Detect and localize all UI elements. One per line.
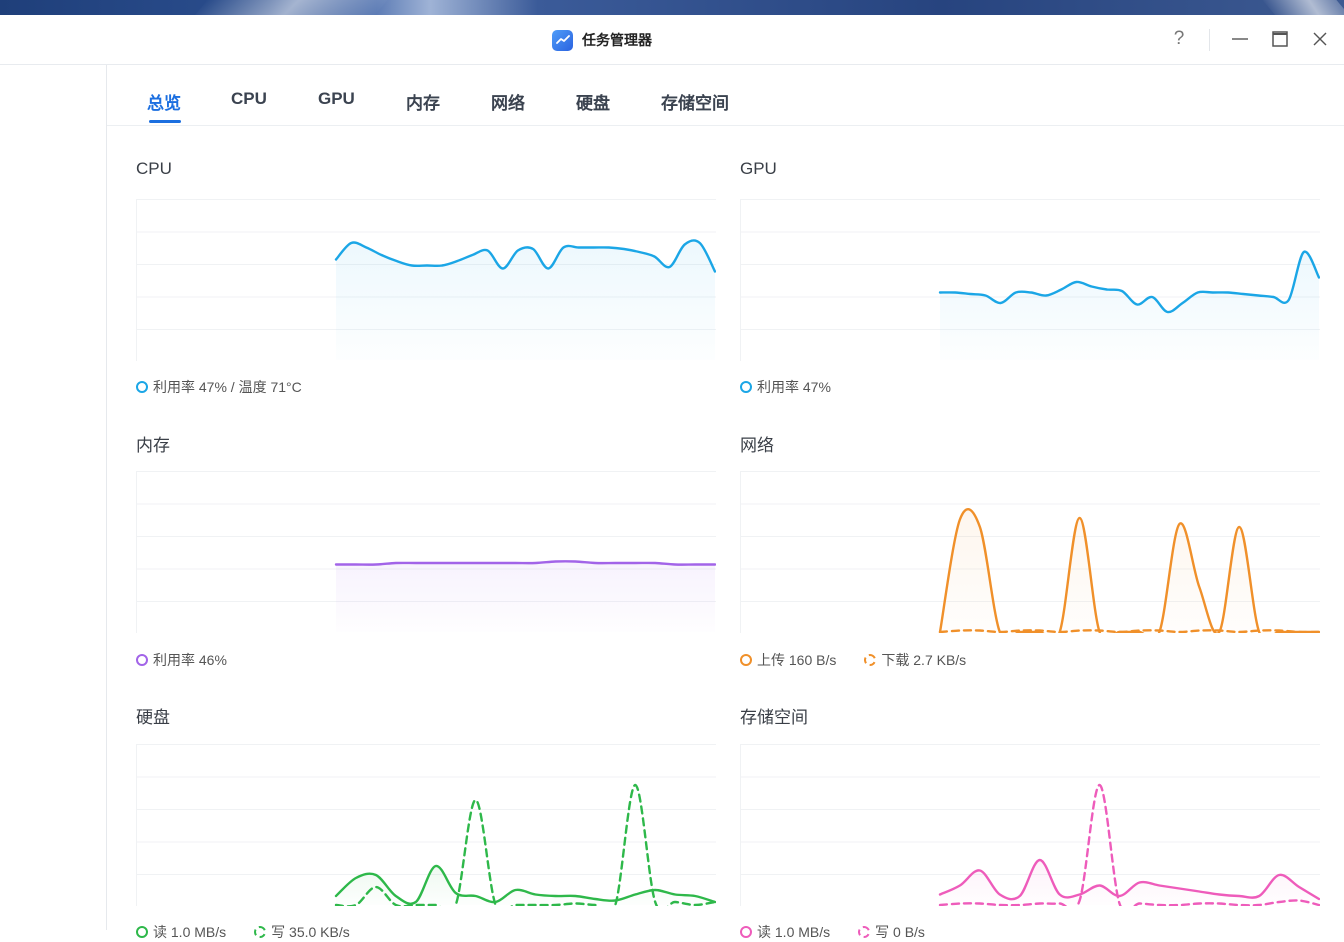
maximize-icon (1272, 31, 1288, 47)
legend-item: 利用率 47% (740, 377, 831, 397)
storage-panel-title: 存储空间 (740, 708, 808, 727)
tab-cpu[interactable]: CPU (231, 89, 267, 108)
legend-item: 写 35.0 KB/s (254, 922, 350, 942)
series-line (334, 239, 716, 273)
series-area (940, 859, 1319, 905)
legend-item: 利用率 46% (136, 650, 227, 670)
legend-item: 上传 160 B/s (740, 650, 836, 670)
tab-storage[interactable]: 存储空间 (661, 94, 729, 113)
cpu-legend: 利用率 47% / 温度 71°C (136, 377, 330, 397)
legend-item: 写 0 B/s (858, 922, 925, 942)
legend-item: 利用率 47% / 温度 71°C (136, 377, 302, 397)
legend-label: 写 0 B/s (875, 924, 925, 940)
chart-plot (740, 199, 1320, 361)
cpu-panel-title: CPU (136, 159, 172, 178)
series-area (940, 509, 1319, 633)
help-icon: ? (1173, 28, 1185, 49)
app-title-group: 任务管理器 (552, 29, 652, 51)
series-line (938, 508, 1320, 633)
close-icon (1313, 32, 1327, 46)
legend-marker-icon (740, 654, 752, 666)
gpu-panel-title: GPU (740, 159, 777, 178)
task-manager-window: 任务管理器 ? 总览 CPU GPU 内存 网络 硬盘 存储空间 CPU 利用率… (0, 15, 1344, 940)
disk-legend: 读 1.0 MB/s 写 35.0 KB/s (136, 922, 378, 942)
memory-panel-title: 内存 (136, 436, 170, 455)
legend-marker-icon (254, 926, 267, 938)
series-area (336, 240, 715, 360)
title-bar-divider (1209, 29, 1210, 51)
chart-plot (136, 744, 716, 906)
series-line-dashed (938, 629, 1320, 633)
legend-label: 下载 2.7 KB/s (881, 652, 967, 668)
tab-disk[interactable]: 硬盘 (576, 94, 610, 113)
legend-label: 写 35.0 KB/s (271, 924, 350, 940)
legend-label: 利用率 47% / 温度 71°C (153, 379, 302, 395)
legend-marker-icon (740, 926, 752, 938)
series-line-dashed (334, 783, 716, 906)
series-area (336, 865, 715, 905)
chart-plot (136, 199, 716, 361)
title-bar: 任务管理器 ? (0, 15, 1344, 65)
series-area (336, 561, 715, 632)
tab-gpu[interactable]: GPU (318, 89, 355, 108)
legend-label: 利用率 46% (153, 652, 227, 668)
gpu-legend: 利用率 47% (740, 377, 859, 397)
sidebar (0, 65, 107, 930)
legend-item: 读 1.0 MB/s (740, 922, 830, 942)
legend-marker-icon (858, 926, 871, 938)
legend-marker-icon (864, 654, 877, 666)
close-button[interactable] (1308, 27, 1332, 51)
legend-marker-icon (136, 654, 148, 666)
active-tab-indicator (149, 120, 181, 123)
chart-plot (740, 471, 1320, 633)
network-chart[interactable] (740, 471, 1320, 633)
chart-plot (136, 471, 716, 633)
desktop-background (0, 0, 1344, 15)
memory-legend: 利用率 46% (136, 650, 255, 670)
tab-bar: 总览 CPU GPU 内存 网络 硬盘 存储空间 (107, 65, 1344, 126)
legend-label: 上传 160 B/s (757, 652, 837, 668)
series-area (940, 251, 1319, 360)
series-line (938, 250, 1320, 314)
window-title: 任务管理器 (582, 32, 652, 48)
disk-chart[interactable] (136, 744, 716, 906)
tab-network[interactable]: 网络 (491, 94, 525, 113)
legend-label: 读 1.0 MB/s (757, 924, 831, 940)
maximize-button[interactable] (1268, 27, 1292, 51)
minimize-button[interactable] (1228, 27, 1252, 51)
disk-panel-title: 硬盘 (136, 708, 170, 727)
chart-plot (740, 744, 1320, 906)
cpu-chart[interactable] (136, 199, 716, 361)
network-legend: 上传 160 B/s 下载 2.7 KB/s (740, 650, 994, 670)
gpu-chart[interactable] (740, 199, 1320, 361)
memory-chart[interactable] (136, 471, 716, 633)
legend-marker-icon (136, 926, 148, 938)
legend-marker-icon (136, 381, 148, 393)
series-line (334, 560, 716, 566)
minimize-icon (1232, 38, 1248, 40)
network-panel-title: 网络 (740, 436, 774, 455)
tab-memory[interactable]: 内存 (406, 94, 440, 113)
legend-label: 利用率 47% (757, 379, 831, 395)
storage-legend: 读 1.0 MB/s 写 0 B/s (740, 922, 953, 942)
task-manager-app-icon (552, 29, 573, 51)
series-line (938, 858, 1320, 901)
tab-overview[interactable]: 总览 (147, 94, 181, 113)
help-button[interactable]: ? (1167, 27, 1191, 51)
legend-marker-icon (740, 381, 752, 393)
storage-chart[interactable] (740, 744, 1320, 906)
legend-item: 读 1.0 MB/s (136, 922, 226, 942)
series-line-dashed (938, 783, 1320, 906)
legend-label: 读 1.0 MB/s (153, 924, 227, 940)
legend-item: 下载 2.7 KB/s (864, 650, 966, 670)
